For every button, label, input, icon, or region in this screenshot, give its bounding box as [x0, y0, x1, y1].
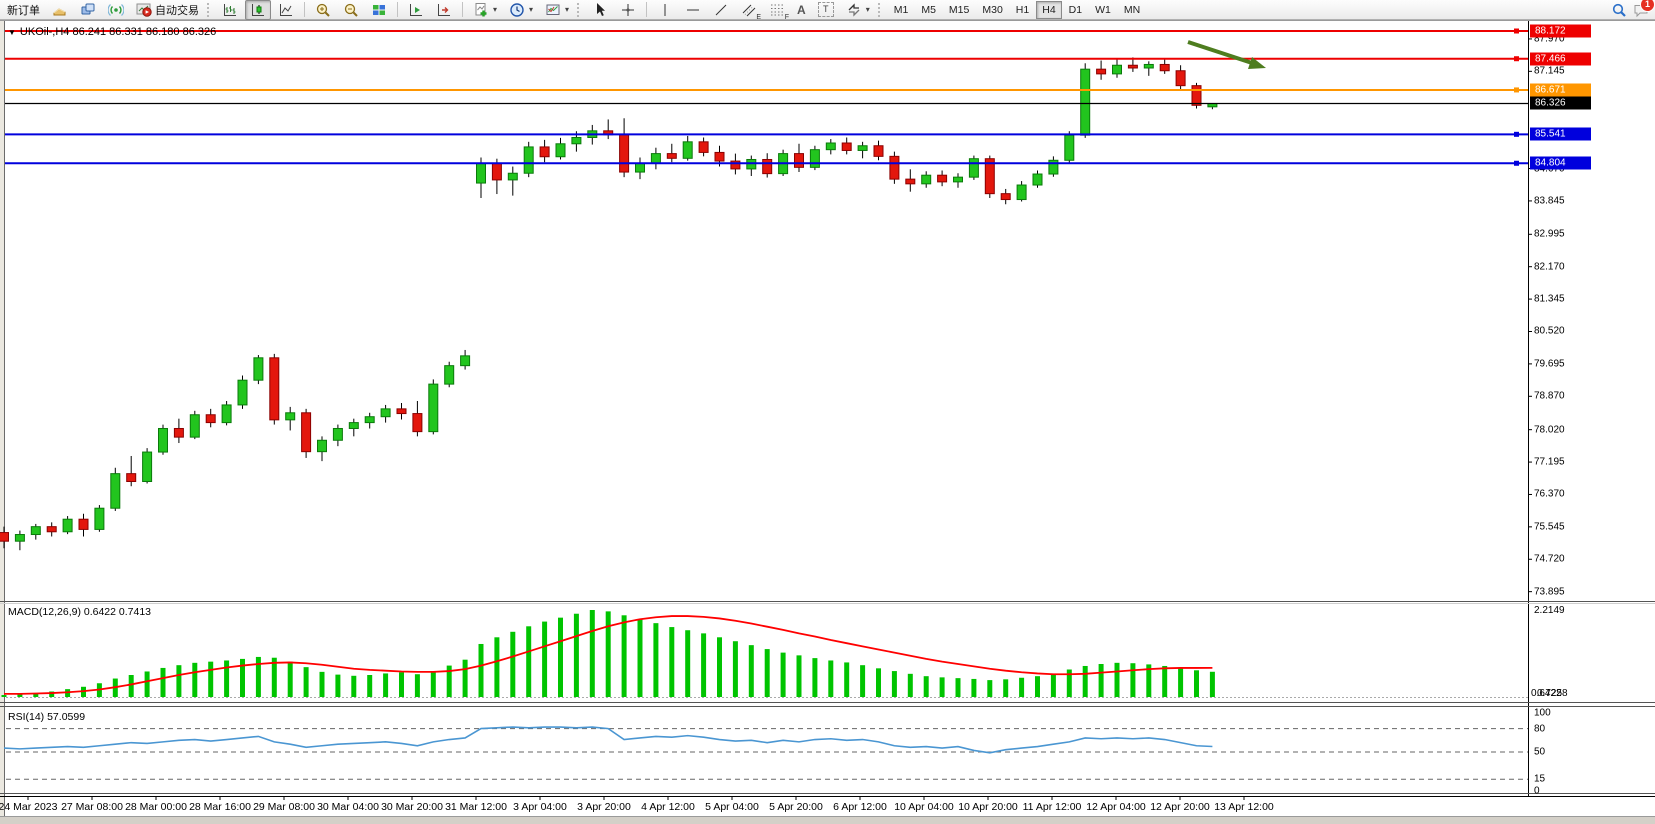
- line-handle[interactable]: [1514, 160, 1519, 166]
- timeframe-button-d1[interactable]: D1: [1068, 3, 1083, 16]
- horizontal-line-tool-button[interactable]: [680, 0, 706, 20]
- fibonacci-tool-button[interactable]: F: [764, 0, 790, 21]
- profiles-icon: [81, 3, 95, 14]
- vertical-line-tool-button[interactable]: [652, 0, 678, 20]
- toolbar-separator: [646, 2, 648, 17]
- chart-shift-icon: [438, 3, 450, 16]
- text-tool-icon: A: [797, 2, 806, 17]
- profiles-button[interactable]: [75, 0, 101, 20]
- auto-scroll-button[interactable]: [403, 0, 429, 20]
- timeframe-button-m30[interactable]: M30: [982, 3, 1003, 16]
- horizontal-line-icon: [687, 9, 700, 10]
- line-chart-icon: [280, 3, 292, 16]
- templates-icon: [546, 4, 560, 15]
- crosshair-tool-button[interactable]: [615, 0, 641, 20]
- dropdown-caret: ▾: [493, 5, 498, 14]
- trend-arrow-head[interactable]: [1248, 57, 1266, 69]
- main-toolbar: 新订单 自动交易: [0, 0, 1655, 21]
- auto-scroll-icon: [410, 3, 422, 16]
- timeframe-button-h4[interactable]: H4: [1036, 0, 1062, 19]
- timeframe-button-m1[interactable]: M1: [893, 3, 909, 16]
- dropdown-caret: ▾: [529, 5, 534, 14]
- zoom-out-icon: [344, 3, 358, 17]
- search-icon[interactable]: [1611, 2, 1627, 18]
- signals-button[interactable]: [103, 0, 129, 20]
- timeframe-toolbar: M1 M5 M15 M30 H1 H4 D1 W1 MN: [888, 0, 1146, 19]
- dropdown-caret: ▾: [865, 5, 870, 14]
- periods-button[interactable]: ▾: [504, 0, 538, 20]
- trendline-tool-button[interactable]: [708, 0, 734, 20]
- new-chart-button[interactable]: [47, 0, 73, 20]
- cursor-icon: [597, 2, 606, 16]
- chart-background: [0, 20, 1655, 816]
- tile-windows-icon: [373, 4, 385, 15]
- line-chart-button[interactable]: [273, 0, 299, 20]
- left-gutter: [0, 20, 4, 816]
- cursor-tool-button[interactable]: [587, 0, 613, 20]
- templates-button[interactable]: ▾: [540, 0, 574, 20]
- line-handle[interactable]: [1514, 87, 1519, 93]
- notifications-button[interactable]: 1: [1633, 0, 1655, 18]
- indicators-button[interactable]: ▾: [468, 0, 502, 20]
- text-tool-button[interactable]: A: [792, 0, 811, 20]
- toolbar-grip[interactable]: [207, 2, 212, 17]
- macd-signal-line: [4, 615, 1213, 695]
- new-order-label: 新订单: [7, 4, 40, 17]
- new-chart-icon: [53, 7, 66, 15]
- toolbar-right-group: 1: [1611, 0, 1655, 18]
- timeframe-button-m5[interactable]: M5: [921, 3, 936, 16]
- bar-chart-button[interactable]: [217, 0, 243, 20]
- tile-windows-button[interactable]: [366, 0, 392, 20]
- timeframe-button-m15[interactable]: M15: [948, 3, 970, 16]
- bar-chart-icon: [224, 3, 236, 16]
- toolbar-grip[interactable]: [877, 2, 883, 17]
- line-handle[interactable]: [1514, 28, 1519, 34]
- new-order-button[interactable]: 新订单: [2, 0, 45, 20]
- crosshair-icon: [622, 3, 635, 16]
- trendline-icon: [715, 4, 727, 15]
- zoom-in-icon: [316, 3, 330, 17]
- trend-arrow-annotation[interactable]: [1187, 40, 1253, 65]
- window-bottom-strip: [0, 816, 1655, 824]
- candlestick-chart-icon: [252, 3, 264, 16]
- zoom-in-button[interactable]: [310, 0, 336, 20]
- dropdown-caret: ▾: [565, 5, 570, 14]
- timeframe-button-w1[interactable]: W1: [1095, 3, 1111, 16]
- signals-icon: [108, 3, 124, 16]
- arrows-tool-button[interactable]: ▾: [841, 0, 875, 20]
- equidistant-channel-icon: [742, 4, 756, 16]
- zoom-out-button[interactable]: [338, 0, 364, 20]
- candlestick-series: [0, 57, 1218, 551]
- line-handle[interactable]: [1514, 131, 1519, 137]
- toolbar-grip[interactable]: [577, 2, 582, 17]
- arrows-icon: [848, 2, 860, 17]
- text-label-tool-button[interactable]: T: [813, 0, 839, 20]
- auto-trading-label: 自动交易: [155, 4, 199, 17]
- indicators-icon: [475, 2, 487, 16]
- auto-trading-button[interactable]: 自动交易: [131, 0, 204, 20]
- channel-subscript: E: [756, 13, 762, 21]
- vertical-line-icon: [664, 3, 666, 16]
- periods-clock-icon: [510, 2, 524, 17]
- line-handle[interactable]: [1514, 56, 1519, 62]
- notification-badge: 1: [1640, 0, 1655, 12]
- toolbar-separator: [304, 2, 305, 17]
- channel-tool-button[interactable]: E: [736, 0, 762, 21]
- toolbar-separator: [462, 2, 463, 17]
- fibonacci-subscript: F: [784, 13, 790, 21]
- text-label-icon: T: [817, 2, 834, 17]
- timeframe-button-mn[interactable]: MN: [1123, 3, 1141, 16]
- chart-shift-button[interactable]: [431, 0, 457, 20]
- candlestick-chart-button[interactable]: [245, 0, 271, 20]
- rsi-line: [3, 726, 1213, 754]
- timeframe-button-h1[interactable]: H1: [1015, 3, 1030, 16]
- auto-trading-icon: [136, 3, 152, 17]
- fibonacci-icon: [771, 4, 784, 15]
- toolbar-separator: [397, 2, 398, 17]
